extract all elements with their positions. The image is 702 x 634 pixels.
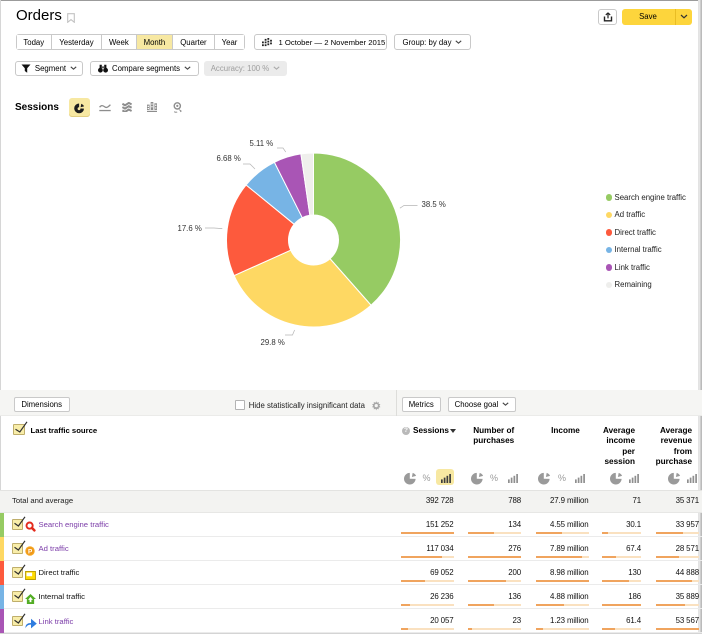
svg-text:P: P bbox=[28, 548, 33, 555]
